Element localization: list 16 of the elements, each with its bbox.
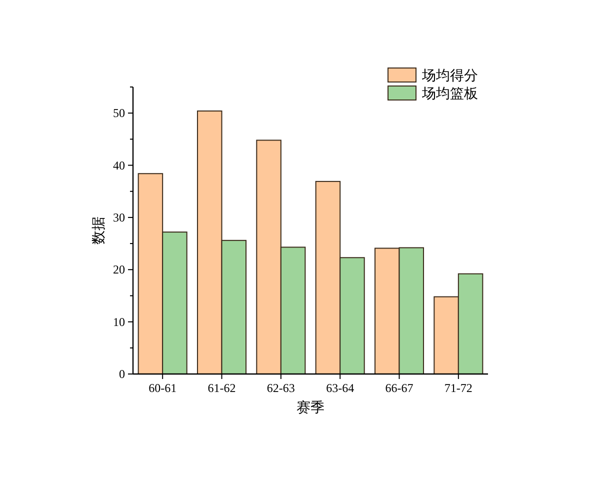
y-tick-label: 40 [113, 158, 125, 172]
legend-label: 场均得分 [421, 68, 478, 84]
x-tick-label: 71-72 [444, 381, 472, 395]
x-tick-label: 61-62 [208, 381, 236, 395]
x-tick-label: 62-63 [266, 381, 295, 395]
y-tick-label: 50 [113, 106, 125, 120]
y-tick-label: 0 [119, 367, 125, 381]
y-axis-title: 数据 [91, 216, 107, 244]
x-tick-label: 63-64 [326, 381, 354, 395]
x-tick-label: 60-61 [148, 381, 177, 395]
legend-label: 场均篮板 [421, 86, 478, 102]
y-tick-label: 20 [113, 262, 125, 277]
x-axis-title: 赛季 [296, 400, 324, 416]
x-tick-label: 66-67 [385, 381, 414, 395]
y-tick-label: 30 [113, 210, 125, 224]
y-tick-label: 10 [113, 314, 125, 329]
